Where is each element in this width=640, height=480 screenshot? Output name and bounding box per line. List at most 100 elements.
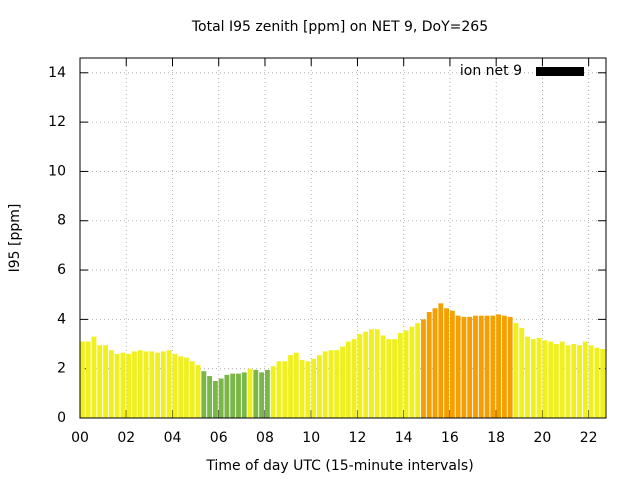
bar <box>276 361 282 418</box>
bar <box>236 373 241 418</box>
y-tick-label: 10 <box>48 163 66 179</box>
bar <box>588 345 594 418</box>
bar <box>247 368 253 418</box>
bar <box>264 369 270 418</box>
bar <box>438 303 444 418</box>
bar <box>126 353 132 418</box>
x-tick-label: 20 <box>534 430 552 446</box>
x-axis-label: Time of day UTC (15-minute intervals) <box>205 458 473 474</box>
x-tick-label: 06 <box>210 430 228 446</box>
x-tick-label: 00 <box>71 430 89 446</box>
bar <box>553 344 559 418</box>
bar <box>195 364 201 418</box>
bar <box>548 341 554 418</box>
bar <box>143 351 149 418</box>
bar <box>582 341 588 418</box>
bar <box>513 323 519 418</box>
y-tick-label: 0 <box>57 410 66 426</box>
bar <box>426 311 432 418</box>
bar <box>212 381 218 418</box>
bar <box>91 336 97 418</box>
bar <box>432 308 438 418</box>
bar <box>259 372 265 418</box>
legend-label: ion net 9 <box>460 63 522 79</box>
x-tick-label: 16 <box>441 430 459 446</box>
bar <box>189 361 195 418</box>
bar <box>103 345 108 418</box>
bar <box>536 337 542 418</box>
bar <box>311 358 317 418</box>
bar <box>415 323 421 418</box>
bar <box>565 345 571 418</box>
bar <box>403 330 409 418</box>
bar <box>241 372 247 418</box>
bar <box>392 339 397 418</box>
bar <box>166 350 172 418</box>
bar <box>340 346 345 418</box>
bar <box>299 360 305 418</box>
bar <box>288 355 293 418</box>
bar <box>293 352 299 418</box>
bar <box>380 335 386 418</box>
y-tick-label: 12 <box>48 114 66 130</box>
x-tick-label: 02 <box>117 430 135 446</box>
bar <box>80 341 85 418</box>
bar <box>571 344 577 418</box>
x-tick-label: 18 <box>487 430 505 446</box>
bar <box>345 341 351 418</box>
bar <box>178 356 184 418</box>
bar <box>97 345 103 418</box>
bar <box>577 345 582 418</box>
bar <box>108 350 114 418</box>
x-tick-label: 22 <box>580 430 598 446</box>
bar <box>132 351 137 418</box>
chart-title: Total I95 zenith [ppm] on NET 9, DoY=265 <box>191 19 488 35</box>
bar <box>224 374 230 418</box>
y-axis-label: I95 [ppm] <box>7 204 23 273</box>
bar <box>478 315 484 418</box>
bar <box>270 366 276 418</box>
bar <box>328 350 334 418</box>
bar <box>351 339 357 418</box>
bar <box>507 316 513 418</box>
bar <box>253 369 259 418</box>
bar <box>525 336 530 418</box>
legend-swatch <box>536 67 584 76</box>
bar <box>542 340 548 418</box>
bar <box>114 353 120 418</box>
y-tick-label: 8 <box>57 213 66 229</box>
bar <box>559 341 565 418</box>
bar <box>455 315 461 418</box>
bar <box>444 308 450 418</box>
bar <box>473 315 478 418</box>
bar <box>594 347 600 418</box>
bar <box>305 361 311 418</box>
bar <box>334 350 340 418</box>
plot-border <box>79 57 607 419</box>
y-tick-label: 14 <box>48 65 66 81</box>
bar <box>467 316 473 418</box>
y-tick-label: 6 <box>57 262 66 278</box>
x-tick-label: 04 <box>164 430 182 446</box>
x-tick-label: 12 <box>349 430 367 446</box>
bar <box>421 319 426 418</box>
bar <box>207 376 213 418</box>
bar <box>155 352 160 418</box>
x-tick-label: 10 <box>302 430 320 446</box>
bar <box>484 315 490 418</box>
bar <box>172 353 178 418</box>
bar <box>397 332 403 418</box>
bar <box>230 373 236 418</box>
bar <box>490 315 496 418</box>
x-tick-label: 08 <box>256 430 274 446</box>
bar <box>282 361 288 418</box>
bar <box>160 351 166 418</box>
bar <box>374 329 380 418</box>
bar <box>316 355 322 418</box>
bar <box>409 326 415 418</box>
bar <box>600 348 606 418</box>
bar <box>530 339 536 418</box>
bar <box>386 339 392 418</box>
bar <box>85 341 91 418</box>
